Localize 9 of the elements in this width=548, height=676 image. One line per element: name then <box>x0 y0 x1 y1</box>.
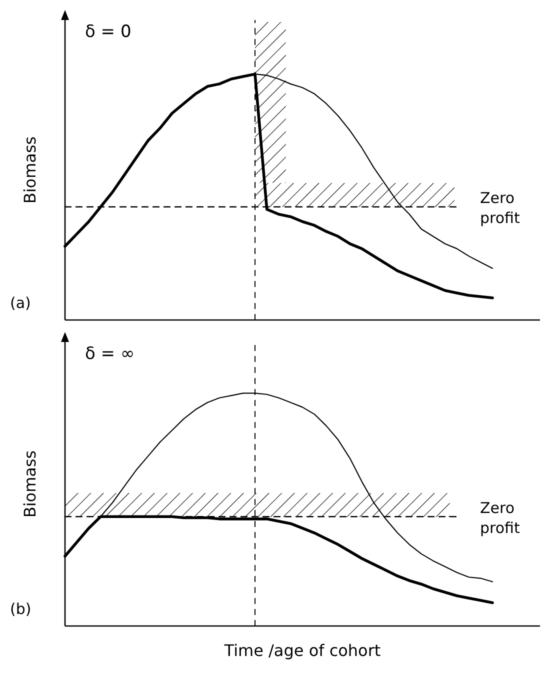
y-axis-title: Biomass <box>20 136 40 204</box>
annotation: Zero profit <box>480 498 520 538</box>
annotation: Zero profit <box>480 188 520 228</box>
text: (b) <box>10 600 32 618</box>
chart-title: δ = ∞ <box>85 344 135 364</box>
chart-title: δ = 0 <box>85 22 132 42</box>
y-axis-title: Biomass <box>20 450 40 518</box>
text: (a) <box>10 294 31 312</box>
x-axis-title: Time /age of cohort <box>223 641 381 660</box>
